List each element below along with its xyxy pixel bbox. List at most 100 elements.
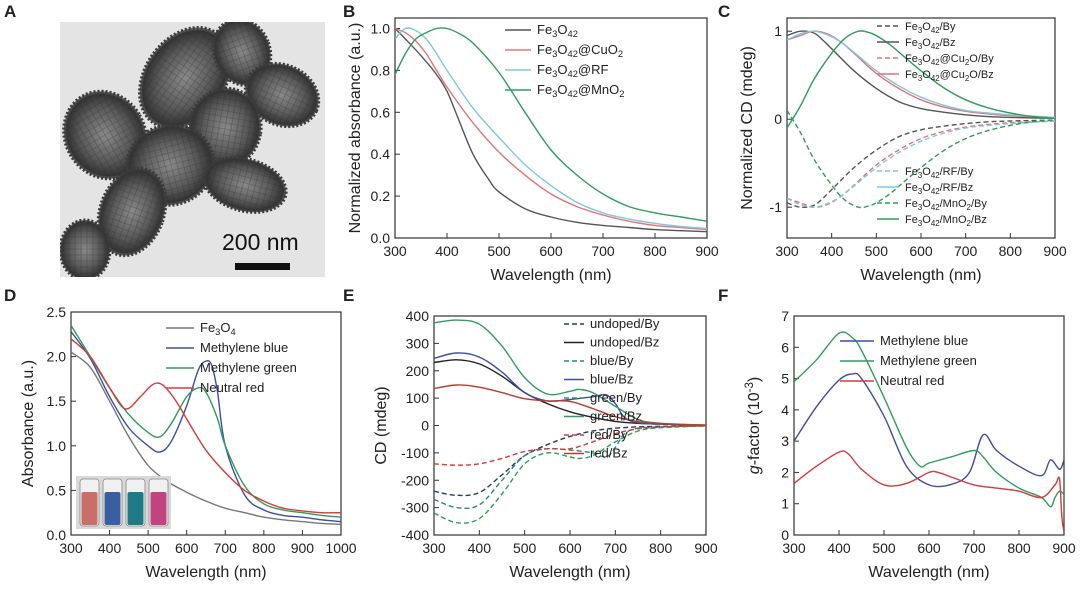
series-line-3	[434, 352, 706, 426]
series-line-0	[71, 351, 341, 525]
x-tick-label: 1000	[325, 540, 356, 556]
tem-particle-texture	[101, 171, 163, 253]
x-axis-label: Wavelength (nm)	[145, 564, 266, 581]
x-tick-label: 600	[909, 243, 933, 259]
x-tick-label: 800	[252, 540, 276, 556]
vial-liquid	[81, 492, 98, 525]
x-tick-label: 400	[435, 243, 459, 259]
x-tick-label: 600	[917, 540, 941, 556]
legend-entry: blue/By	[590, 353, 634, 368]
y-tick-label: 5	[781, 371, 789, 387]
series-line-6	[787, 110, 1055, 209]
legend-entry: Neutral red	[880, 373, 944, 388]
y-tick-label: 0	[774, 111, 782, 127]
x-tick-label: 300	[59, 540, 83, 556]
x-tick-label: 500	[872, 540, 896, 556]
y-tick-label: 0.4	[371, 146, 391, 162]
y-tick-label: 100	[406, 390, 430, 406]
legend-entry: undoped/Bz	[590, 335, 659, 350]
vial-liquid	[127, 492, 144, 525]
y-tick-label: 1.0	[47, 438, 67, 454]
x-tick-label: 500	[136, 540, 160, 556]
y-tick-label: 0	[421, 418, 429, 434]
series-line-3	[395, 27, 707, 222]
panel-label-d: D	[4, 286, 16, 305]
series-line-2	[434, 425, 706, 510]
tem-particle-texture	[206, 160, 284, 210]
tem-micrograph: 200 nm	[60, 22, 325, 277]
x-tick-label: 700	[962, 540, 986, 556]
x-tick-label: 400	[827, 540, 851, 556]
y-tick-label: 0	[781, 527, 789, 543]
y-tick-label: 0.6	[371, 104, 391, 120]
x-tick-label: 700	[214, 540, 238, 556]
legend-entry: Fe3O42/MnO2/By	[905, 198, 987, 212]
panel-label-e: E	[343, 286, 354, 305]
chart-e: 300 400 500 600 700 800 900 -400 -300 -200 -100 0 10…	[373, 308, 718, 581]
y-tick-label: 1.5	[47, 393, 67, 409]
series-line-1	[71, 331, 341, 523]
panel-label-f: F	[718, 286, 728, 305]
y-axis-label: Absorbance (a.u.)	[20, 360, 37, 487]
x-tick-label: 300	[383, 243, 407, 259]
x-tick-label: 400	[468, 540, 492, 556]
y-tick-label: 2	[781, 464, 789, 480]
x-tick-label: 600	[558, 540, 582, 556]
legend-entry: Neutral red	[200, 380, 264, 395]
x-tick-label: 800	[643, 243, 667, 259]
y-tick-label: -300	[401, 500, 429, 516]
series-line-5	[787, 30, 1055, 119]
series-line-1	[434, 359, 706, 426]
x-tick-label: 900	[1043, 243, 1067, 259]
y-tick-label: 0.2	[371, 188, 391, 204]
x-tick-label: 800	[1007, 540, 1031, 556]
y-tick-label: -100	[401, 445, 429, 461]
legend-entry: Fe3O42@MnO2	[537, 82, 624, 99]
x-tick-label: 300	[775, 243, 799, 259]
tem-particle-texture	[216, 22, 268, 83]
legend-entry: Fe3O42/MnO2/Bz	[905, 214, 987, 228]
series-line-4	[434, 425, 706, 524]
y-tick-label: 0.8	[371, 62, 391, 78]
x-tick-label: 500	[865, 243, 889, 259]
legend-entry: green/Bz	[590, 409, 642, 424]
y-tick-label: 2.5	[47, 304, 67, 320]
vial-inset	[76, 476, 171, 529]
y-tick-label: 7	[781, 308, 789, 324]
y-tick-label: 400	[406, 308, 430, 324]
y-tick-label: 0.0	[371, 230, 391, 246]
y-tick-label: 300	[406, 335, 430, 351]
x-tick-label: 600	[539, 243, 563, 259]
series-line-2	[71, 325, 341, 518]
legend-entry: red/Bz	[590, 446, 628, 461]
series-line-0	[794, 372, 1064, 488]
panel-label-c: C	[718, 2, 730, 21]
x-tick-label: 700	[604, 540, 628, 556]
legend-entry: Fe3O42@Cu2O/Bz	[905, 69, 994, 83]
series-line-0	[434, 425, 706, 497]
chart-b: 300 400 500 600 700 800 900 0.0 0.2 0.4 0.6 0.8 1.0 W…	[347, 17, 719, 284]
x-tick-label: 800	[999, 243, 1023, 259]
legend-entry: Fe3O42/Bz	[905, 37, 956, 51]
y-axis-label: CD (mdeg)	[373, 386, 390, 464]
legend-entry: undoped/By	[590, 316, 660, 331]
y-tick-label: 6	[781, 339, 789, 355]
x-axis-label: Wavelength (nm)	[868, 564, 989, 581]
legend-entry: Fe3O42	[537, 22, 578, 39]
legend-entry: green/By	[590, 390, 643, 405]
series-line-2	[395, 27, 707, 230]
y-tick-label: 1	[781, 496, 789, 512]
plot-frame	[433, 315, 707, 536]
series-line-3	[71, 338, 341, 514]
tem-particle-texture	[66, 94, 144, 176]
legend-entry: Methylene green	[880, 353, 977, 368]
scale-bar	[235, 263, 290, 270]
series-line-1	[794, 331, 1064, 508]
vial-liquid	[104, 492, 121, 525]
x-tick-label: 500	[487, 243, 511, 259]
x-tick-label: 300	[782, 540, 806, 556]
legend-entry: Methylene blue	[200, 340, 288, 355]
legend-entry: Fe3O4	[200, 320, 236, 337]
x-tick-label: 900	[694, 540, 718, 556]
